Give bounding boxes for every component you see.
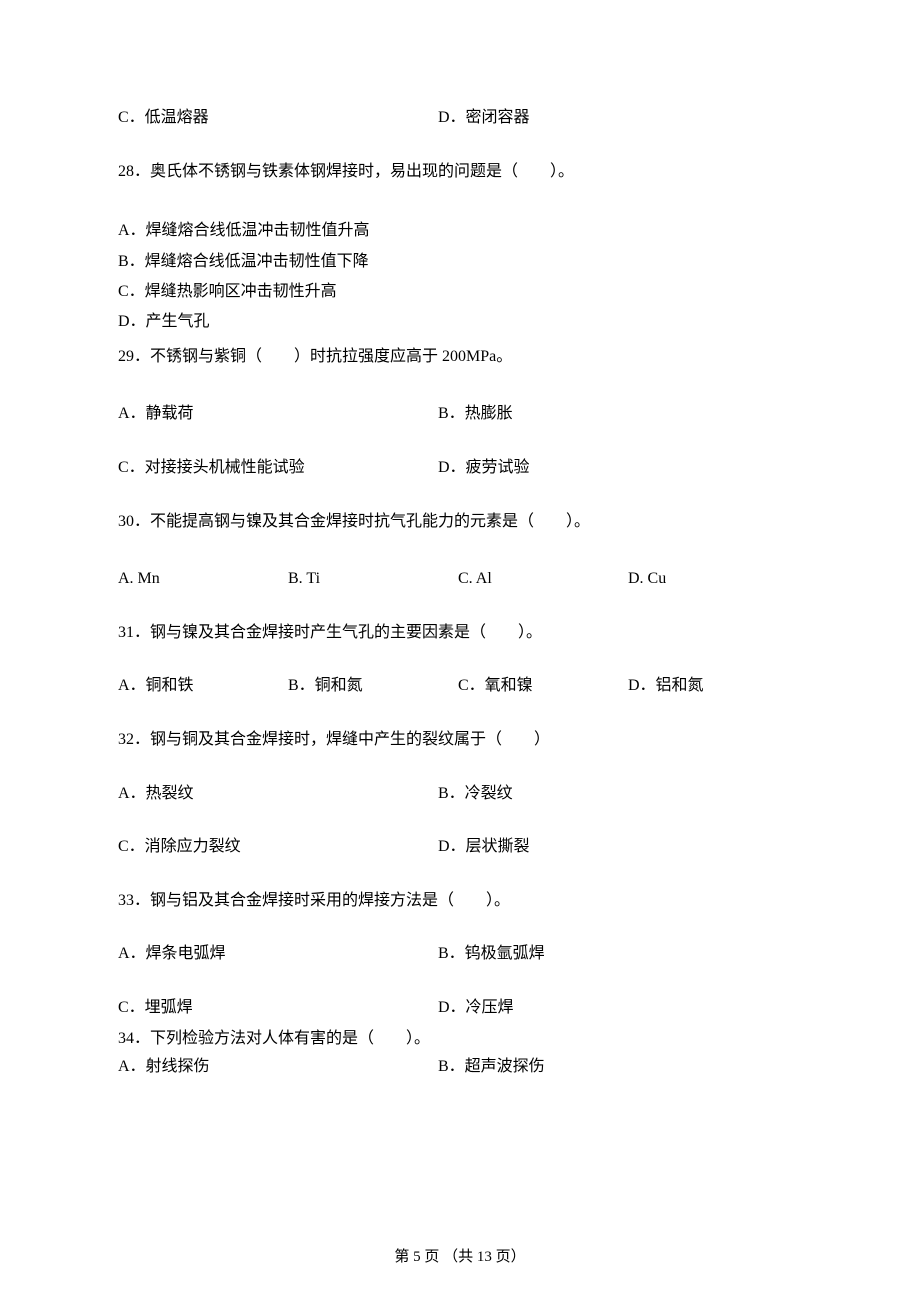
q29-option-b: B．热膨胀 [438,401,513,427]
q29-option-d: D．疲劳试验 [438,455,530,481]
q34-options-ab: A．射线探伤 B．超声波探伤 [118,1054,802,1080]
q32-options-cd: C．消除应力裂纹 D．层状撕裂 [118,834,802,860]
q34-option-a: A．射线探伤 [118,1054,438,1080]
q27-option-c: C．低温熔器 [118,105,438,131]
q28-option-b: B．焊缝熔合线低温冲击韧性值下降 [118,247,802,277]
q34-option-b: B．超声波探伤 [438,1054,545,1080]
q31-options: A．铜和铁 B．铜和氮 C．氧和镍 D．铝和氮 [118,673,802,699]
q28-stem: 28．奥氏体不锈钢与铁素体钢焊接时，易出现的问题是（ ）。 [118,159,802,185]
q32-option-a: A．热裂纹 [118,781,438,807]
q28-option-c: C．焊缝热影响区冲击韧性升高 [118,277,802,307]
q33-option-b: B．钨极氩弧焊 [438,941,545,967]
q33-option-c: C．埋弧焊 [118,995,438,1021]
q30-stem: 30．不能提高钢与镍及其合金焊接时抗气孔能力的元素是（ ）。 [118,509,802,535]
q31-stem: 31．钢与镍及其合金焊接时产生气孔的主要因素是（ ）。 [118,620,802,646]
q31-option-d: D．铝和氮 [628,673,798,699]
page-footer: 第 5 页 （共 13 页） [0,1245,920,1269]
q33-stem: 33．钢与铝及其合金焊接时采用的焊接方法是（ ）。 [118,888,802,914]
q30-option-d: D. Cu [628,566,798,592]
q33-options-ab: A．焊条电弧焊 B．钨极氩弧焊 [118,941,802,967]
q28-options: A．焊缝熔合线低温冲击韧性值升高 B．焊缝熔合线低温冲击韧性值下降 C．焊缝热影… [118,216,802,338]
q32-option-c: C．消除应力裂纹 [118,834,438,860]
q29-option-c: C．对接接头机械性能试验 [118,455,438,481]
q30-option-a: A. Mn [118,566,288,592]
q27-options-cd: C．低温熔器 D．密闭容器 [118,105,802,131]
q31-option-b: B．铜和氮 [288,673,458,699]
q28-option-a: A．焊缝熔合线低温冲击韧性值升高 [118,216,802,246]
q30-option-b: B. Ti [288,566,458,592]
q27-option-d: D．密闭容器 [438,105,530,131]
q32-option-b: B．冷裂纹 [438,781,513,807]
q33-option-a: A．焊条电弧焊 [118,941,438,967]
q28-option-d: D．产生气孔 [118,307,802,337]
q33-options-cd: C．埋弧焊 D．冷压焊 [118,995,802,1021]
q32-stem: 32．钢与铜及其合金焊接时，焊缝中产生的裂纹属于（ ） [118,727,802,753]
q31-option-a: A．铜和铁 [118,673,288,699]
q34-stem: 34．下列检验方法对人体有害的是（ ）。 [118,1026,802,1052]
q29-option-a: A．静载荷 [118,401,438,427]
q33-option-d: D．冷压焊 [438,995,514,1021]
q31-option-c: C．氧和镍 [458,673,628,699]
q29-stem: 29．不锈钢与紫铜（ ）时抗拉强度应高于 200MPa。 [118,344,802,370]
q30-options: A. Mn B. Ti C. Al D. Cu [118,566,802,592]
q29-options-cd: C．对接接头机械性能试验 D．疲劳试验 [118,455,802,481]
q30-option-c: C. Al [458,566,628,592]
q32-options-ab: A．热裂纹 B．冷裂纹 [118,781,802,807]
q29-options-ab: A．静载荷 B．热膨胀 [118,401,802,427]
q32-option-d: D．层状撕裂 [438,834,530,860]
